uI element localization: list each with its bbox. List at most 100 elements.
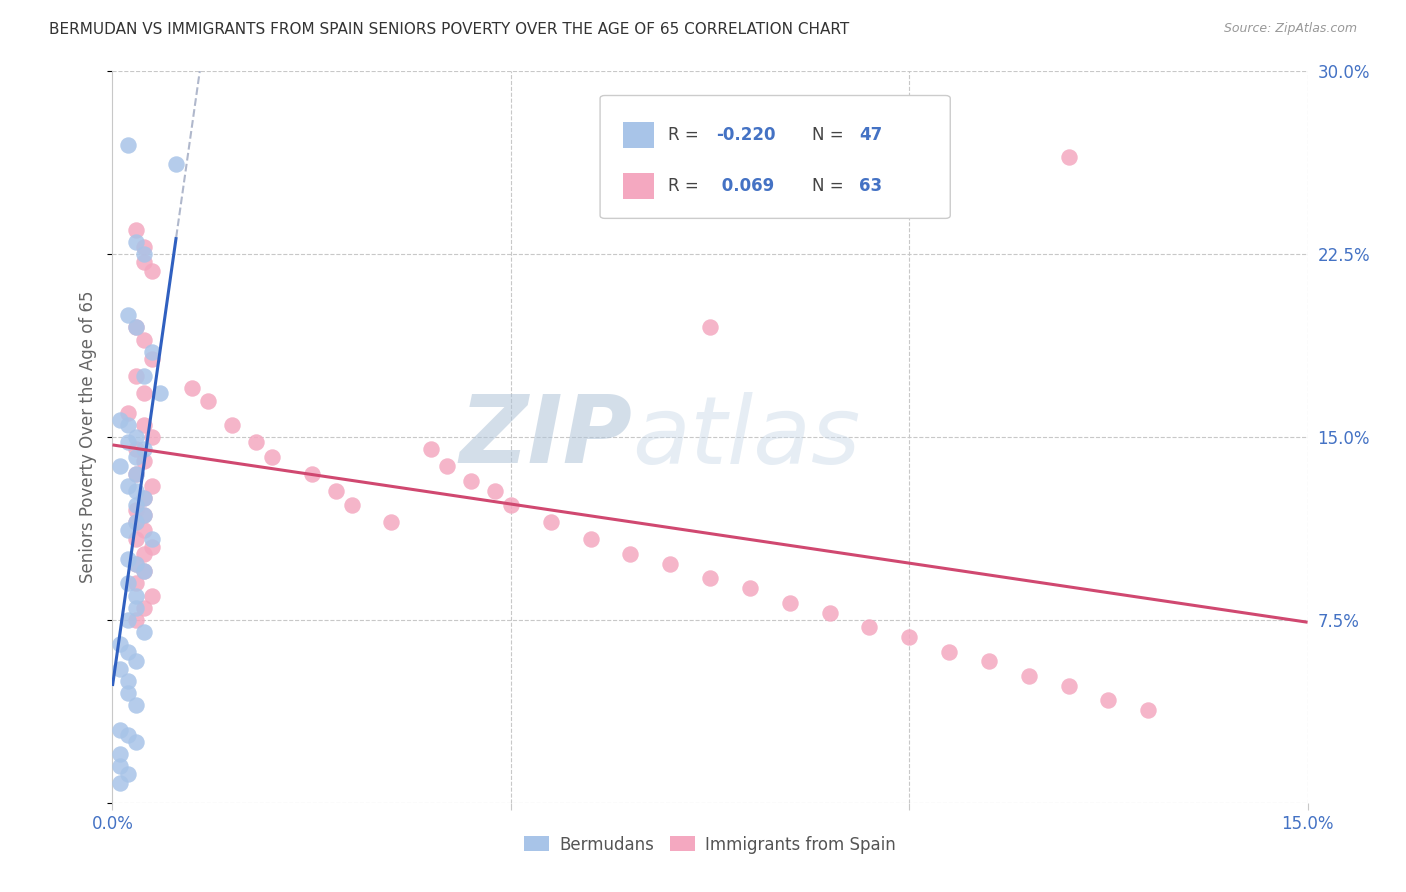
Point: [484, 483, 506, 498]
Point: [125, 450, 148, 464]
Point: [134, 254, 156, 268]
Point: [134, 508, 156, 522]
Point: [260, 450, 283, 464]
Point: [436, 459, 458, 474]
Point: [699, 320, 721, 334]
Point: [197, 393, 219, 408]
Point: [110, 759, 132, 773]
Point: [134, 386, 156, 401]
Point: [117, 673, 139, 688]
Point: [134, 333, 156, 347]
Text: R =: R =: [668, 178, 704, 195]
Point: [141, 540, 163, 554]
Point: [117, 479, 139, 493]
Point: [117, 552, 139, 566]
Point: [818, 606, 841, 620]
Point: [125, 516, 148, 530]
Point: [134, 625, 156, 640]
Text: 0.069: 0.069: [716, 178, 775, 195]
Point: [134, 454, 156, 468]
Point: [540, 516, 562, 530]
Text: 63: 63: [859, 178, 883, 195]
Point: [181, 381, 204, 395]
Point: [340, 499, 363, 513]
Point: [165, 157, 187, 171]
Point: [141, 533, 163, 547]
Point: [1057, 150, 1080, 164]
Point: [245, 434, 267, 449]
Text: ZIP: ZIP: [460, 391, 633, 483]
Y-axis label: Seniors Poverty Over the Age of 65: Seniors Poverty Over the Age of 65: [79, 291, 97, 583]
Point: [1097, 693, 1119, 707]
Text: -0.220: -0.220: [716, 126, 776, 144]
Text: 47: 47: [859, 126, 883, 144]
Point: [125, 735, 148, 749]
Point: [221, 417, 243, 432]
Point: [134, 600, 156, 615]
Point: [125, 503, 148, 517]
Point: [141, 589, 163, 603]
Point: [125, 430, 148, 444]
Text: N =: N =: [811, 178, 848, 195]
Point: [125, 442, 148, 457]
Point: [898, 630, 921, 644]
Point: [420, 442, 443, 457]
Point: [117, 727, 139, 741]
Point: [858, 620, 880, 634]
Point: [125, 589, 148, 603]
Point: [380, 516, 402, 530]
Point: [699, 572, 721, 586]
Point: [141, 344, 163, 359]
Point: [117, 308, 139, 322]
Point: [125, 516, 148, 530]
Point: [125, 557, 148, 571]
Point: [1018, 669, 1040, 683]
Point: [499, 499, 522, 513]
Point: [938, 645, 960, 659]
Point: [125, 467, 148, 481]
Point: [134, 491, 156, 505]
Point: [125, 320, 148, 334]
Point: [779, 596, 801, 610]
Point: [117, 686, 139, 700]
Point: [141, 264, 163, 278]
Point: [134, 564, 156, 578]
Point: [125, 223, 148, 237]
Text: atlas: atlas: [633, 392, 860, 483]
Point: [117, 576, 139, 591]
Point: [125, 576, 148, 591]
Point: [125, 654, 148, 668]
Text: BERMUDAN VS IMMIGRANTS FROM SPAIN SENIORS POVERTY OVER THE AGE OF 65 CORRELATION: BERMUDAN VS IMMIGRANTS FROM SPAIN SENIOR…: [49, 22, 849, 37]
Point: [110, 747, 132, 761]
Point: [125, 235, 148, 249]
Legend: Bermudans, Immigrants from Spain: Bermudans, Immigrants from Spain: [517, 829, 903, 860]
Point: [738, 581, 761, 595]
Point: [579, 533, 602, 547]
Point: [110, 662, 132, 676]
Point: [110, 776, 132, 790]
Point: [460, 474, 482, 488]
Point: [977, 654, 1000, 668]
Point: [659, 557, 682, 571]
Text: R =: R =: [668, 126, 704, 144]
Point: [149, 386, 172, 401]
Point: [125, 499, 148, 513]
Point: [301, 467, 323, 481]
Point: [141, 430, 163, 444]
Point: [110, 637, 132, 651]
Bar: [623, 173, 654, 200]
Point: [1057, 679, 1080, 693]
Text: N =: N =: [811, 126, 848, 144]
Point: [1137, 703, 1160, 717]
Point: [141, 352, 163, 367]
Point: [134, 508, 156, 522]
Point: [134, 240, 156, 254]
Point: [125, 613, 148, 627]
Point: [117, 645, 139, 659]
Point: [117, 406, 139, 420]
Point: [117, 613, 139, 627]
Point: [110, 459, 132, 474]
Point: [117, 417, 139, 432]
Point: [125, 600, 148, 615]
Point: [110, 413, 132, 427]
